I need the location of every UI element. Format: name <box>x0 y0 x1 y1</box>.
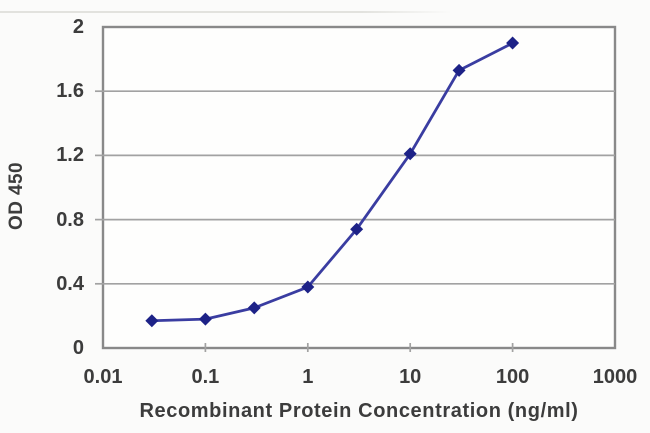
y-tick-label: 1.6 <box>56 80 84 103</box>
x-axis-title: Recombinant Protein Concentration (ng/ml… <box>139 400 579 422</box>
x-tick-label: 100 <box>495 366 530 388</box>
plot-border <box>101 25 617 350</box>
data-point-marker <box>403 147 417 161</box>
x-tick-label: 1 <box>302 366 314 388</box>
y-axis-title: OD 450 <box>6 162 27 230</box>
y-tick-label: 2 <box>72 16 84 38</box>
y-tick-label: 0 <box>72 337 84 359</box>
y-tick-label: 0.4 <box>56 272 84 295</box>
data-point-marker <box>506 36 520 50</box>
data-point-marker <box>301 280 315 294</box>
y-tick-label: 1.2 <box>56 144 84 167</box>
y-tick-label: 0.8 <box>56 208 84 231</box>
x-tick-label: 1000 <box>592 366 638 388</box>
data-point-marker <box>247 301 261 315</box>
data-point-marker <box>198 312 212 326</box>
series-line <box>151 41 514 323</box>
data-point-marker <box>452 63 466 77</box>
data-point-marker <box>350 222 364 236</box>
data-point-marker <box>145 314 159 328</box>
page-divider-line <box>0 11 452 13</box>
x-tick-label: 0.01 <box>83 366 123 388</box>
x-tick-label: 10 <box>399 366 422 388</box>
x-tick-label: 0.1 <box>191 366 220 388</box>
